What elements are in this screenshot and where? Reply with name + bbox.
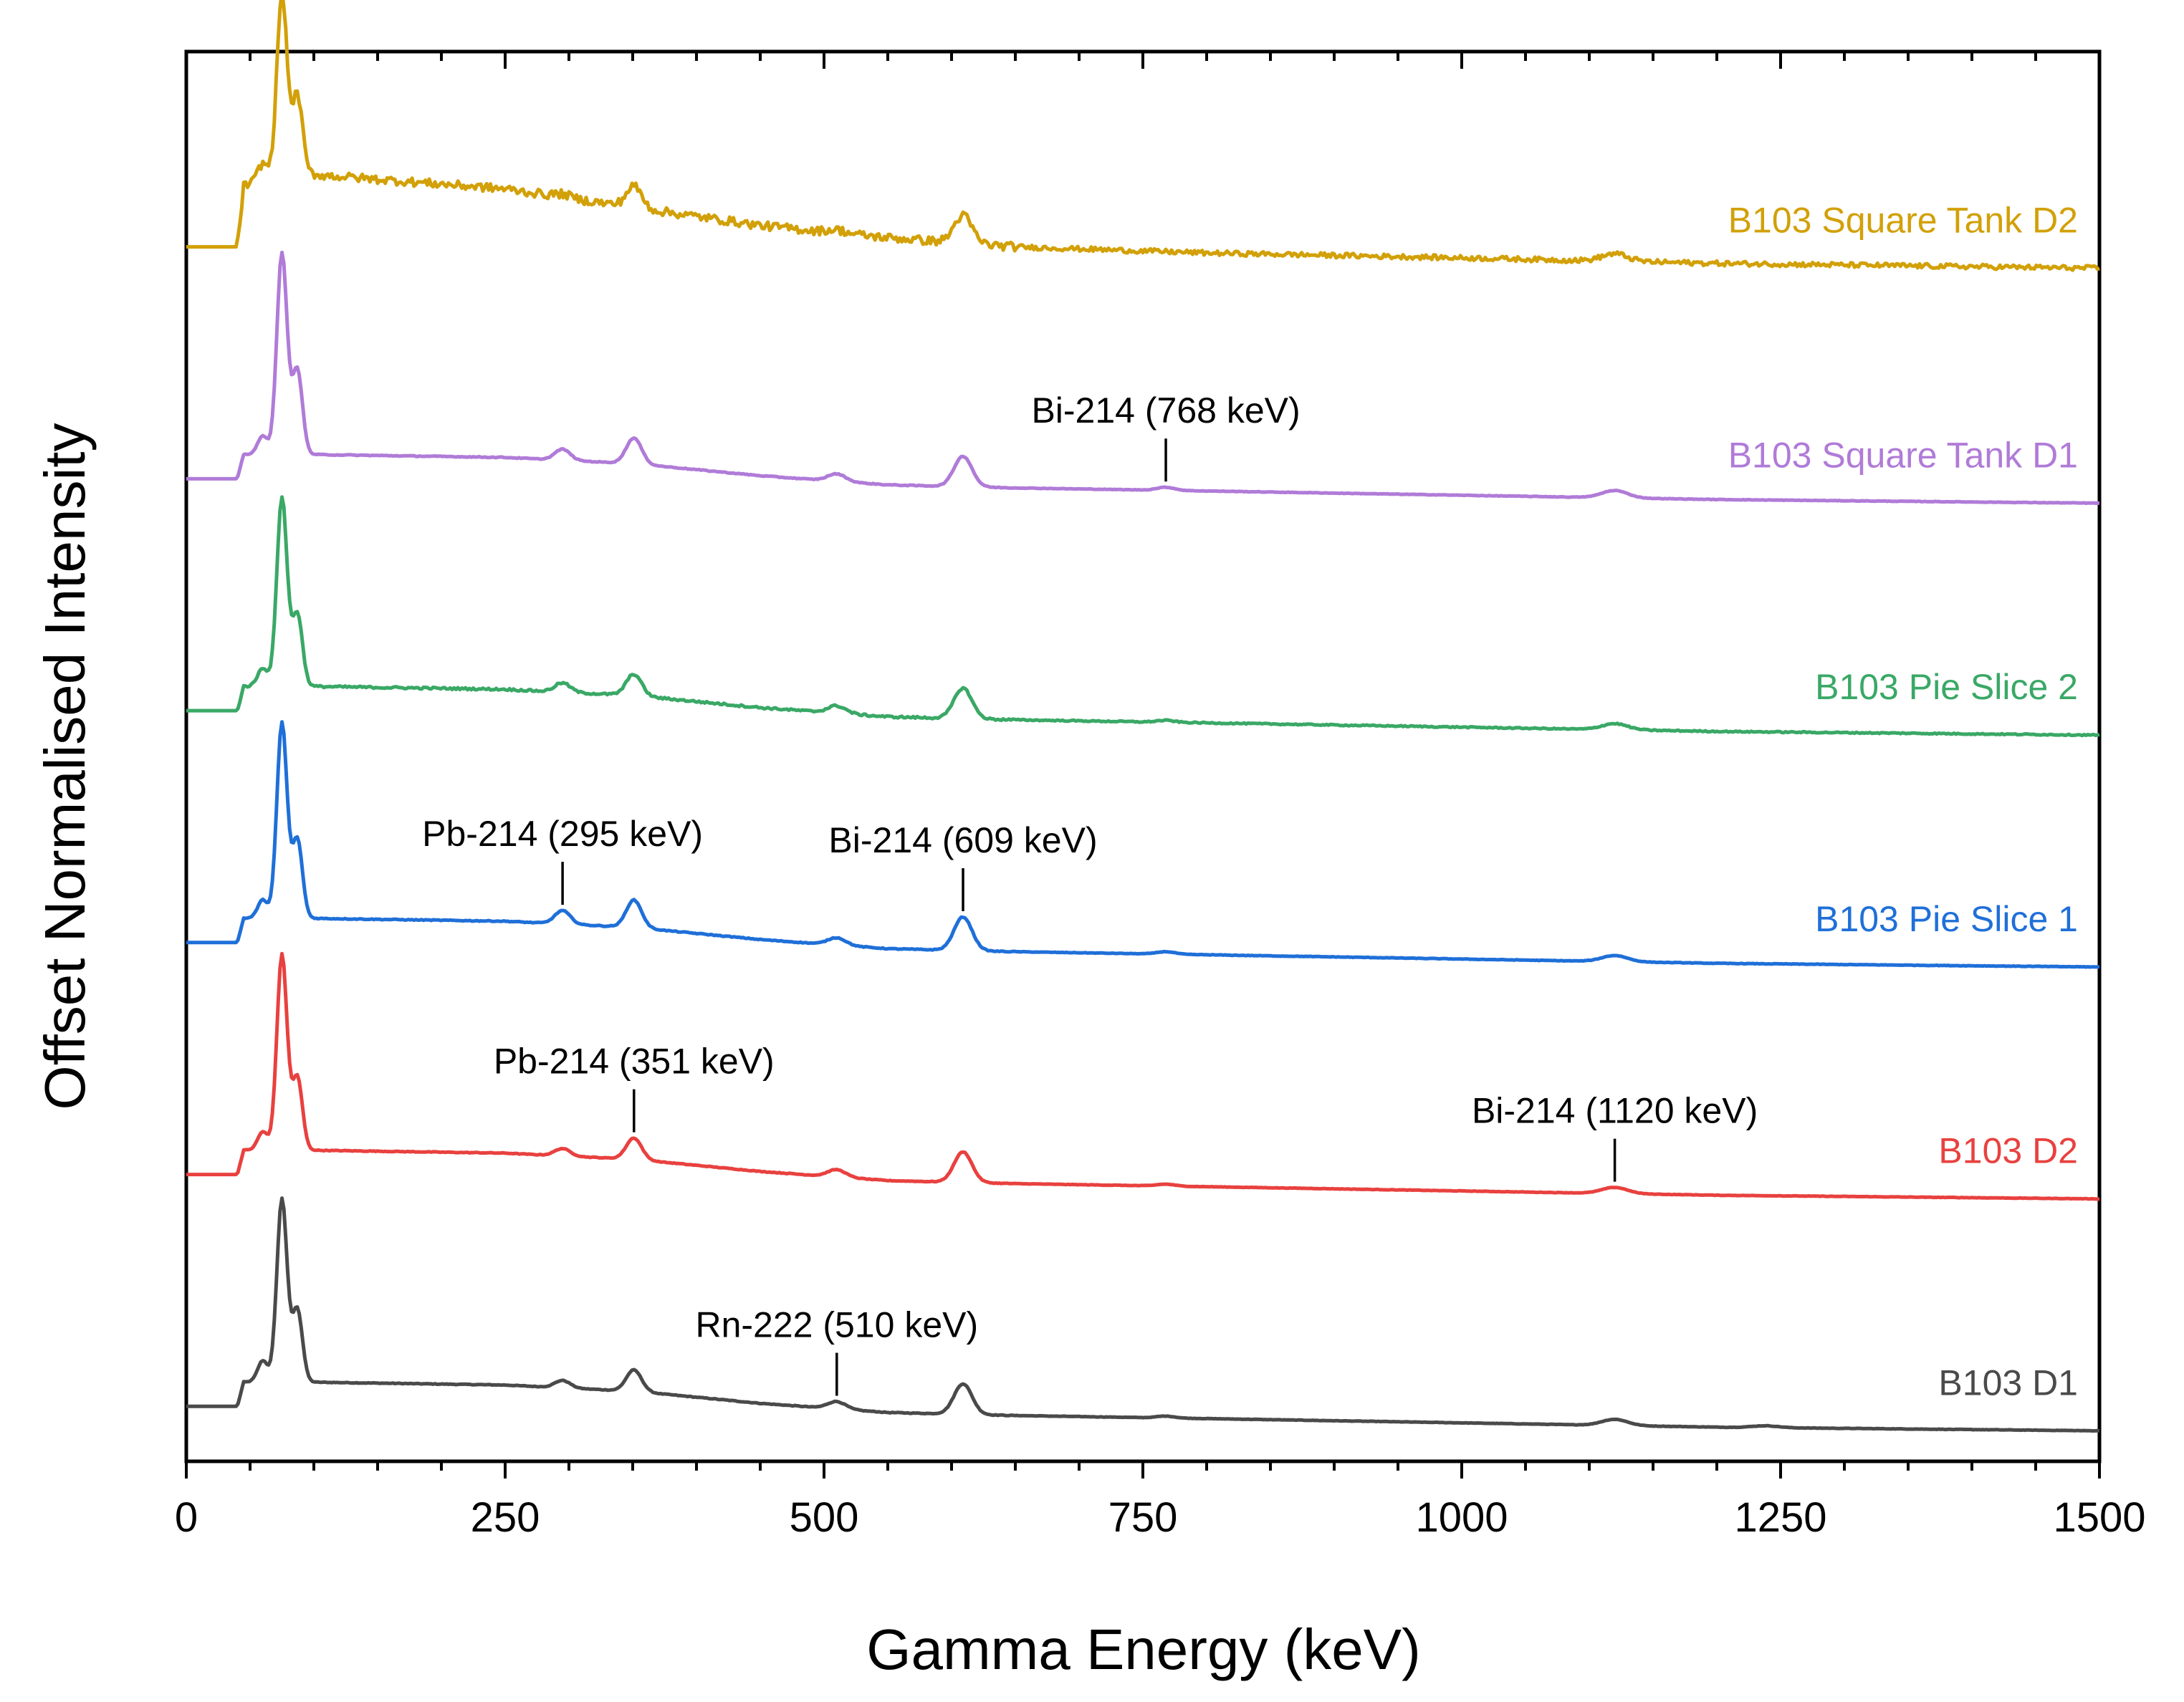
x-tick-label: 250 (471, 1494, 540, 1541)
annotation-label: Rn-222 (510 keV) (695, 1305, 978, 1345)
series-line (186, 1196, 2100, 1433)
series-label: B103 Square Tank D2 (1728, 200, 2078, 240)
series-line (186, 495, 2100, 738)
y-axis-title: Offset Normalised Intensity (33, 423, 97, 1110)
series-line (186, 720, 2100, 969)
x-tick-label: 1250 (1734, 1494, 1826, 1541)
x-tick-label: 0 (175, 1494, 198, 1541)
series-line (186, 0, 2100, 272)
x-tick-label: 500 (790, 1494, 859, 1541)
axis-layer: 0 250 500 750 1000 1250 1500 (175, 52, 2146, 1541)
annotation-label: Pb-214 (351 keV) (494, 1042, 775, 1082)
annotation-label: Bi-214 (1120 keV) (1472, 1091, 1758, 1131)
series-line (186, 250, 2100, 506)
series-label: B103 Square Tank D1 (1728, 435, 2078, 475)
x-tick-label: 1500 (2053, 1494, 2145, 1541)
annotation-label: Bi-214 (609 keV) (828, 820, 1097, 860)
x-tick-label: 750 (1108, 1494, 1178, 1541)
annotation-layer: Pb-214 (295 keV) Bi-214 (609 keV) Pb-214 (… (422, 390, 1758, 1396)
annotation-label: Bi-214 (768 keV) (1031, 390, 1300, 431)
series-label: B103 D1 (1938, 1362, 2078, 1403)
series-label: B103 Pie Slice 1 (1815, 899, 2078, 939)
x-tick-label: 1000 (1415, 1494, 1508, 1541)
series-label: B103 Pie Slice 2 (1815, 667, 2078, 707)
series-label-layer: B103 D1 B103 D2 B103 Pie Slice 1 B103 Pie S… (1728, 200, 2078, 1403)
series-layer (186, 0, 2100, 1433)
series-line (186, 951, 2100, 1201)
series-label: B103 D2 (1938, 1131, 2078, 1171)
x-axis-title: Gamma Energy (keV) (866, 1617, 1421, 1681)
annotation-label: Pb-214 (295 keV) (422, 814, 703, 854)
